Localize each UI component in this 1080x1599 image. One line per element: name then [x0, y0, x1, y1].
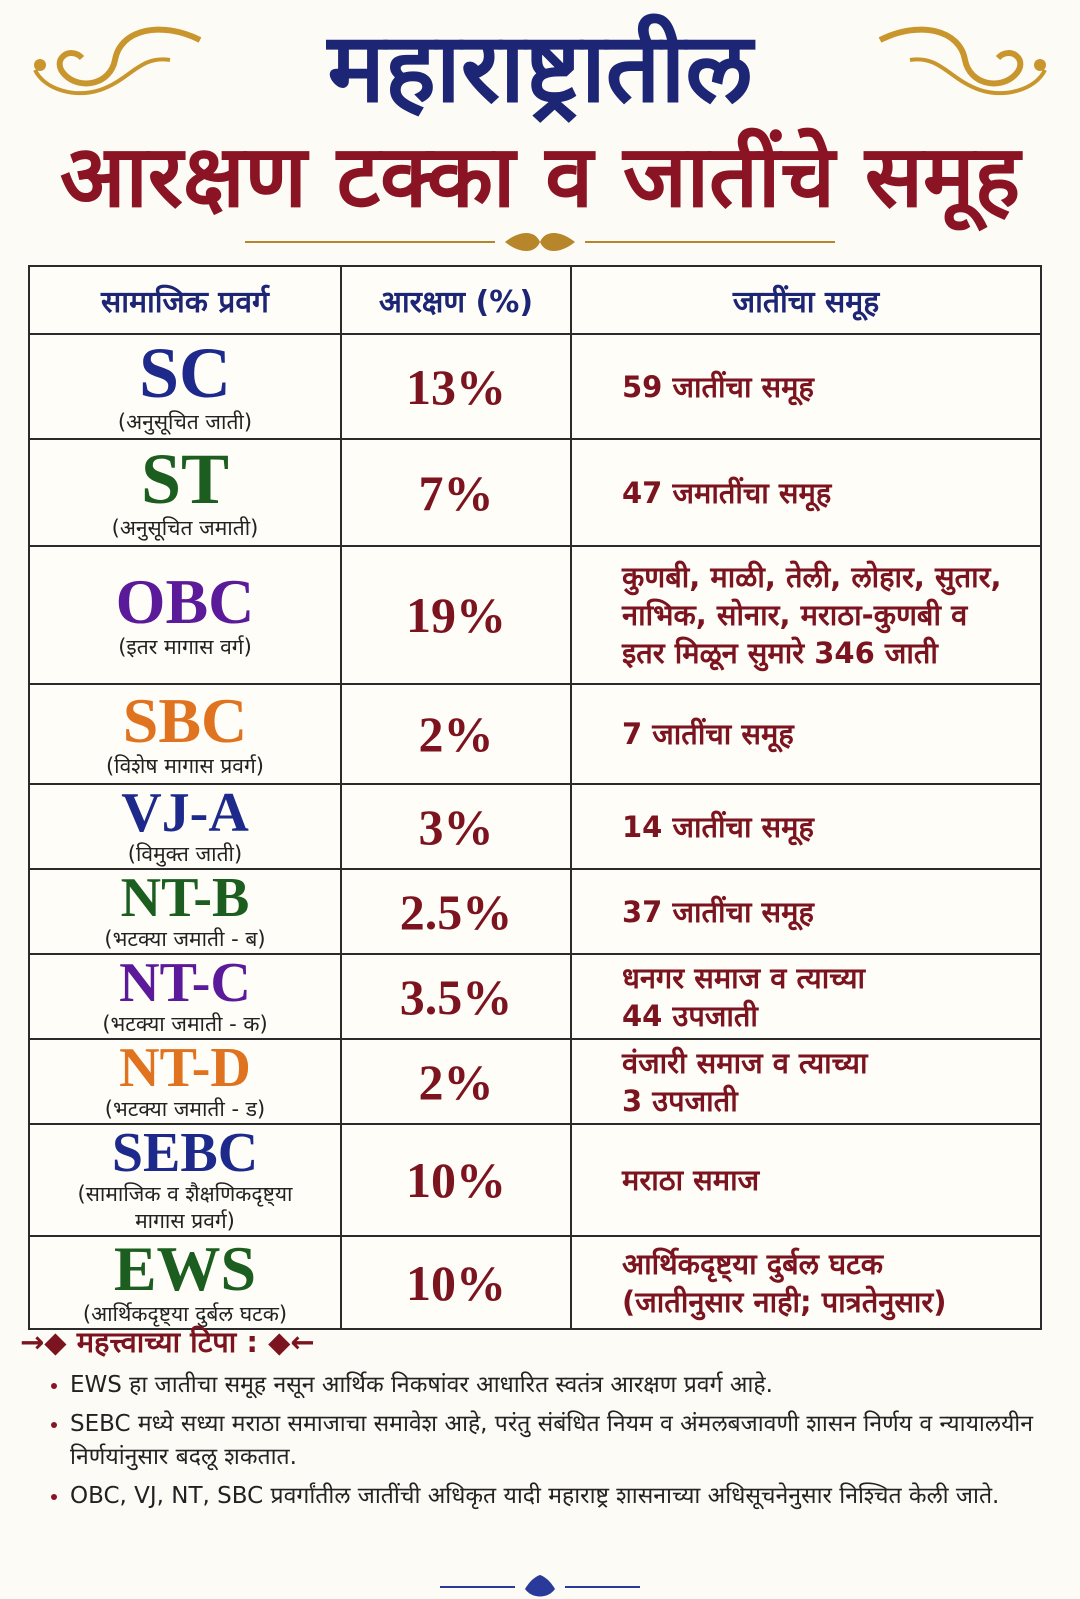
groups-cell: आर्थिकदृष्ट्या दुर्बल घटक (जातीनुसार नाही… [570, 1235, 1042, 1330]
groups-line: धनगर समाज व त्याच्या [622, 960, 866, 995]
category-code: NT-B [120, 867, 250, 929]
notes-list: EWS हा जातीचा समूह नसून आर्थिक निकषांवर … [60, 1369, 1060, 1513]
category-code: OBC [115, 565, 255, 637]
category-cell: SEBC (सामाजिक व शैक्षणिकदृष्ट्या मागास प्र… [28, 1122, 342, 1237]
groups-cell: 7 जातींचा समूह [570, 683, 1042, 785]
category-cell: SBC (विशेष मागास प्रवर्ग) [28, 683, 342, 785]
category-code: SEBC [111, 1122, 259, 1184]
category-code: NT-C [119, 952, 251, 1014]
table-row: SC (अनुसूचित जाती) 13% 59 जातींचा समूह [28, 333, 1042, 440]
column-header: जातींचा समूह [570, 265, 1042, 335]
table-row: NT-B (भटक्या जमाती - ब) 2.5% 37 जातींचा समू… [28, 867, 1042, 955]
table-row: EWS (आर्थिकदृष्ट्या दुर्बल घटक) 10% आर्थिकद… [28, 1233, 1042, 1330]
groups-line: वंजारी समाज व त्याच्या [622, 1045, 868, 1080]
groups-line: 59 जातींचा समूह [622, 369, 814, 404]
category-code: EWS [113, 1233, 257, 1304]
groups-line: मराठा समाज [622, 1163, 760, 1197]
groups-line: 3 उपजाती [622, 1083, 738, 1118]
groups-line: इतर मिळून सुमारे 346 जाती [622, 636, 938, 670]
ornament-left [33, 26, 202, 96]
category-code: VJ-A [121, 782, 249, 844]
table-row: NT-C (भटक्या जमाती - क) 3.5% धनगर समाज व त्… [28, 952, 1042, 1040]
category-cell: NT-C (भटक्या जमाती - क) [28, 952, 342, 1040]
ornament-right [878, 26, 1047, 96]
groups-line: नाभिक, सोनार, मराठा-कुणबी व [622, 598, 968, 632]
header-row: सामाजिक प्रवर्ग आरक्षण (%) जातींचा समूह [28, 265, 1042, 335]
groups-cell: वंजारी समाज व त्याच्या 3 उपजाती [570, 1038, 1042, 1125]
category-name: (भटक्या जमाती - ड) [104, 1097, 266, 1121]
category-name: (आर्थिकदृष्ट्या दुर्बल घटक) [82, 1302, 288, 1326]
category-cell: ST (अनुसूचित जमाती) [28, 438, 342, 547]
table-row: OBC (इतर मागास वर्ग) 19% कुणबी, माळी, तेली,… [28, 545, 1042, 685]
groups-line: 14 जातींचा समूह [622, 809, 814, 844]
column-header: आरक्षण (%) [340, 265, 572, 335]
table-row: SEBC (सामाजिक व शैक्षणिकदृष्ट्या मागास प्र… [28, 1122, 1042, 1237]
percent-cell: 3.5% [340, 953, 572, 1040]
percent-cell: 19% [340, 545, 572, 685]
note-item: SEBC मध्ये सध्या मराठा समाजाचा समावेश आह… [70, 1408, 1060, 1474]
groups-line: कुणबी, माळी, तेली, लोहार, सुतार, [622, 560, 1002, 594]
groups-line: 37 जातींचा समूह [622, 894, 814, 929]
percent-cell: 7% [340, 438, 572, 547]
category-cell: NT-D (भटक्या जमाती - ड) [28, 1037, 342, 1125]
notes: →◆ महत्त्वाच्या टिपा : ◆← EWS हा जातीचा … [20, 1322, 1060, 1519]
percent-cell: 2% [340, 1038, 572, 1125]
category-code: SBC [122, 684, 248, 756]
groups-line: 44 उपजाती [622, 998, 758, 1033]
groups-cell: कुणबी, माळी, तेली, लोहार, सुतार, नाभिक, स… [570, 545, 1042, 685]
table-row: ST (अनुसूचित जमाती) 7% 47 जमातींचा समूह [28, 438, 1042, 547]
groups-line: (जातीनुसार नाही; पात्रतेनुसार) [622, 1284, 947, 1319]
table-row: NT-D (भटक्या जमाती - ड) 2% वंजारी समाज व त्… [28, 1037, 1042, 1125]
percent-cell: 2.5% [340, 868, 572, 955]
category-name: (सामाजिक व शैक्षणिकदृष्ट्या [77, 1182, 293, 1206]
percent-cell: 13% [340, 333, 572, 440]
bottom-ornament [440, 1575, 640, 1597]
groups-line: 7 जातींचा समूह [622, 717, 794, 751]
category-cell: VJ-A (विमुक्त जाती) [28, 782, 342, 870]
category-code: ST [140, 439, 230, 519]
notes-heading: महत्त्वाच्या टिपा : [76, 1325, 258, 1359]
title-line-1: महाराष्ट्रातील [327, 12, 753, 124]
category-cell: OBC (इतर मागास वर्ग) [28, 545, 342, 685]
decor: ◆← [258, 1325, 315, 1359]
percent-cell: 3% [340, 783, 572, 870]
groups-line: 47 जमातींचा समूह [622, 475, 832, 510]
table-row: SBC (विशेष मागास प्रवर्ग) 2% 7 जातींचा समूह [28, 683, 1042, 785]
percent-cell: 10% [340, 1235, 572, 1330]
table-body: SC (अनुसूचित जाती) 13% 59 जातींचा समूह ST (अन… [28, 333, 1042, 1330]
decor: →◆ [20, 1325, 77, 1359]
category-code: NT-D [119, 1037, 251, 1099]
divider [245, 233, 835, 251]
category-name: मागास प्रवर्ग) [135, 1209, 235, 1233]
groups-line: आर्थिकदृष्ट्या दुर्बल घटक [622, 1246, 884, 1281]
note-item: EWS हा जातीचा समूह नसून आर्थिक निकषांवर … [70, 1369, 1060, 1402]
category-name: (विशेष मागास प्रवर्ग) [105, 753, 264, 778]
category-name: (अनुसूचित जमाती) [111, 516, 259, 540]
groups-cell: 59 जातींचा समूह [570, 333, 1042, 440]
notes-heading-wrap: →◆ महत्त्वाच्या टिपा : ◆← [20, 1322, 1060, 1361]
category-cell: SC (अनुसूचित जाती) [28, 333, 342, 440]
percent-cell: 10% [340, 1123, 572, 1237]
note-item: OBC, VJ, NT, SBC प्रवर्गांतील जातींची अध… [70, 1480, 1060, 1513]
category-name: (विमुक्त जाती) [127, 842, 243, 866]
category-code: SC [138, 333, 232, 413]
table-row: VJ-A (विमुक्त जाती) 3% 14 जातींचा समूह [28, 782, 1042, 870]
reservation-table: सामाजिक प्रवर्ग आरक्षण (%) जातींचा समूह SC… [28, 265, 1042, 1330]
groups-cell: मराठा समाज [570, 1123, 1042, 1237]
category-name: (भटक्या जमाती - क) [102, 1012, 268, 1036]
category-name: (अनुसूचित जाती) [117, 410, 253, 434]
column-header: सामाजिक प्रवर्ग [28, 265, 342, 335]
category-name: (इतर मागास वर्ग) [118, 634, 252, 659]
category-name: (भटक्या जमाती - ब) [104, 927, 266, 951]
title-line-2: आरक्षण टक्का व जातींचे समूह [59, 127, 1021, 227]
groups-cell: धनगर समाज व त्याच्या 44 उपजाती [570, 953, 1042, 1040]
category-cell: EWS (आर्थिकदृष्ट्या दुर्बल घटक) [28, 1233, 342, 1330]
category-cell: NT-B (भटक्या जमाती - ब) [28, 867, 342, 955]
groups-cell: 37 जातींचा समूह [570, 868, 1042, 955]
groups-cell: 47 जमातींचा समूह [570, 438, 1042, 547]
percent-cell: 2% [340, 683, 572, 785]
groups-cell: 14 जातींचा समूह [570, 783, 1042, 870]
